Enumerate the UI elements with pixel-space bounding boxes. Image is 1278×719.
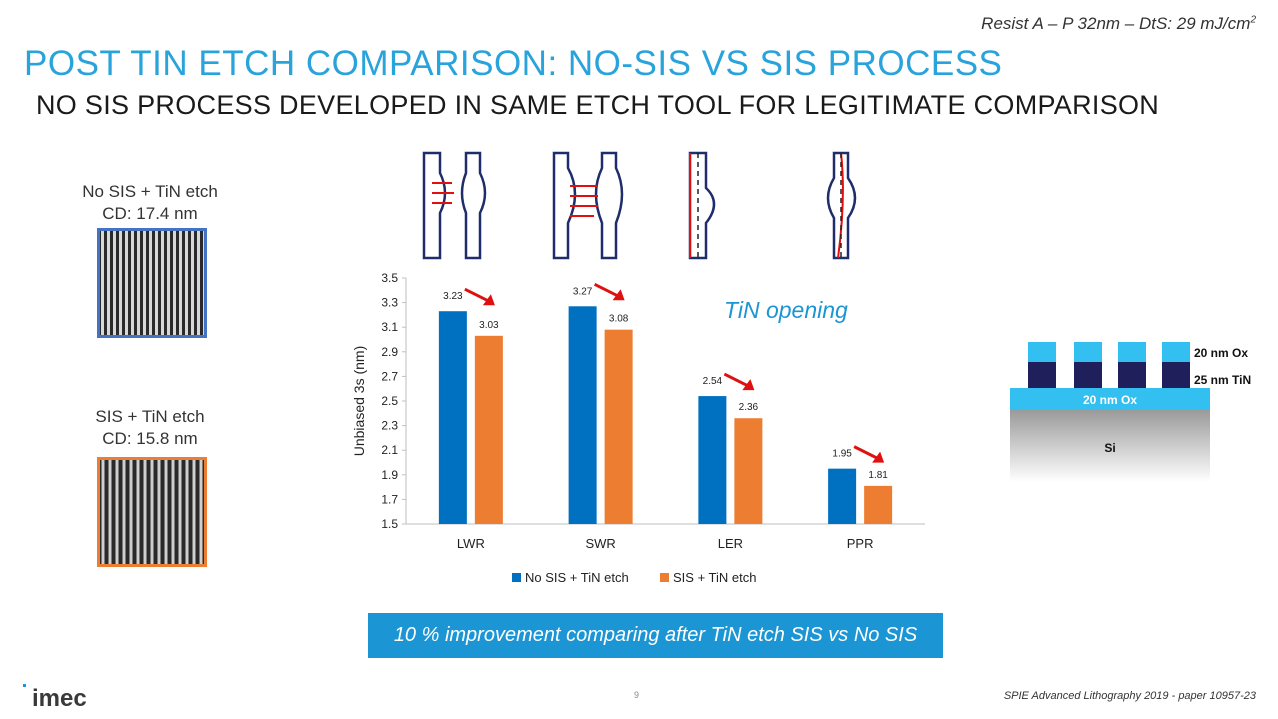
y-tick-label: 1.5	[381, 517, 398, 531]
decrease-arrowhead-icon	[742, 379, 755, 391]
svg-text:imec: imec	[32, 685, 87, 712]
data-label: 2.36	[739, 402, 759, 413]
roughness-profile-diagrams	[422, 151, 857, 260]
sample-label-line2: CD: 15.8 nm	[102, 429, 198, 448]
legend-swatch	[512, 573, 521, 582]
tin-opening-label: TiN opening	[724, 297, 848, 323]
decrease-arrow-icon	[723, 372, 750, 388]
bar	[568, 306, 597, 524]
sample-label-line1: No SIS + TiN etch	[82, 182, 218, 201]
decrease-arrow-icon	[853, 445, 879, 460]
lwr-profile-icon	[422, 151, 487, 260]
bar-chart: 1.5 1.7 1.9 2.1 2.3 2.5 2.7 2.9 3.1 3.3 3.5 Unbiase…	[351, 271, 925, 585]
legend-label: No SIS + TiN etch	[525, 570, 629, 585]
sem-image-sis	[97, 457, 207, 567]
swr-arrows-icon	[570, 185, 598, 217]
data-label: 2.54	[703, 376, 723, 387]
imec-logo: imec	[23, 684, 87, 712]
sem-image-no-sis	[97, 228, 207, 338]
data-label: 3.23	[443, 291, 463, 302]
y-tick-label: 2.1	[381, 443, 398, 457]
bar	[474, 335, 503, 524]
data-label: 3.03	[479, 320, 499, 331]
lwr-arrows-icon	[432, 182, 454, 204]
sample-label-line2: CD: 17.4 nm	[102, 204, 198, 223]
y-tick-label: 2.3	[381, 419, 398, 433]
bar	[698, 396, 727, 524]
data-label: 1.81	[868, 470, 888, 481]
stack-label-si: Si	[1104, 441, 1115, 455]
y-tick-label: 3.3	[381, 296, 398, 310]
y-tick-label: 1.7	[381, 492, 398, 506]
stack-label-ox: 20 nm Ox	[1083, 393, 1137, 407]
y-tick-label: 1.9	[381, 468, 398, 482]
ppr-profile-icon	[826, 151, 857, 260]
pillar-icons	[1028, 342, 1190, 388]
decrease-arrow-icon	[464, 287, 490, 303]
top-note: Resist A – P 32nm – DtS: 29 mJ/cm2	[981, 14, 1256, 33]
legend-label: SIS + TiN etch	[673, 570, 756, 585]
data-label: 3.08	[609, 314, 629, 325]
bar	[734, 418, 763, 524]
y-tick-label: 2.9	[381, 345, 398, 359]
sample-label-line1: SIS + TiN etch	[95, 407, 205, 426]
data-label: 3.27	[573, 286, 593, 297]
oxide-layer	[1010, 388, 1210, 410]
si-substrate	[1010, 410, 1210, 482]
x-tick-label: SWR	[585, 536, 615, 551]
stack-label-top-ox: 20 nm Ox	[1194, 346, 1248, 360]
y-tick-label: 2.5	[381, 394, 398, 408]
page-subtitle: NO SIS PROCESS DEVELOPED IN SAME ETCH TO…	[36, 90, 1160, 120]
x-tick-label: PPR	[847, 536, 874, 551]
legend-swatch	[660, 573, 669, 582]
conclusion-banner: 10 % improvement comparing after TiN etc…	[368, 613, 943, 658]
sample-label-sis: SIS + TiN etch CD: 15.8 nm	[60, 406, 240, 450]
stack-label-tin: 25 nm TiN	[1194, 373, 1251, 387]
y-tick-label: 3.5	[381, 271, 398, 285]
sample-label-no-sis: No SIS + TiN etch CD: 17.4 nm	[60, 181, 240, 225]
bar	[828, 468, 857, 524]
bar	[604, 329, 633, 524]
ler-profile-icon	[688, 151, 716, 260]
ppr-placement-icon	[837, 152, 844, 259]
y-tick-label: 2.7	[381, 369, 398, 383]
y-tick-label: 3.1	[381, 320, 398, 334]
decrease-arrowhead-icon	[482, 294, 495, 306]
decrease-arrow-icon	[593, 282, 620, 298]
page-title: POST TIN ETCH COMPARISON: NO-SIS VS SIS …	[24, 44, 1003, 83]
bar	[438, 311, 467, 524]
decrease-arrowhead-icon	[612, 289, 625, 301]
y-axis-label: Unbiased 3s (nm)	[351, 346, 367, 457]
x-tick-label: LWR	[457, 536, 485, 551]
footer-citation: SPIE Advanced Lithography 2019 - paper 1…	[1003, 690, 1256, 702]
x-tick-label: LER	[718, 536, 743, 551]
swr-profile-icon	[552, 151, 624, 260]
bar	[864, 485, 893, 524]
page-number: 9	[634, 690, 640, 700]
data-label: 1.95	[832, 449, 852, 460]
film-stack-diagram: 20 nm Ox 25 nm TiN 20 nm Ox Si	[1010, 342, 1251, 482]
decrease-arrowhead-icon	[872, 451, 885, 463]
